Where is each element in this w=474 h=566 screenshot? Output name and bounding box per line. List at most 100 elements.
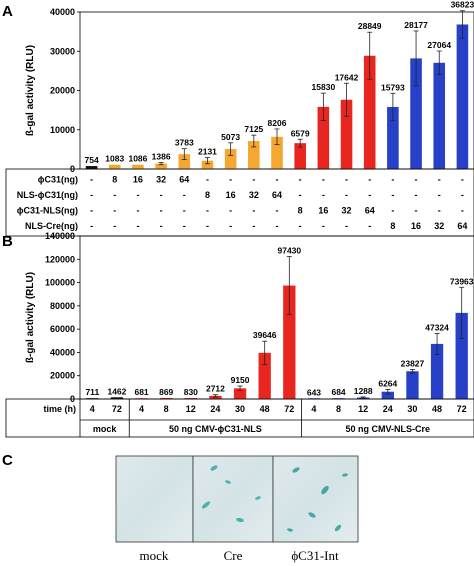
- chart-b-value-label: 73963: [450, 276, 474, 286]
- chart-b-bar: [283, 285, 296, 399]
- chart-a-bar: [248, 141, 260, 169]
- chart-a-table-cell: -: [391, 175, 394, 185]
- chart-a-table-cell: 32: [156, 175, 166, 185]
- chart-a-table-cell: 64: [179, 175, 189, 185]
- chart-b-bar: [233, 388, 247, 399]
- chart-a-value-label: 1386: [152, 151, 171, 161]
- chart-a-bar: [363, 55, 376, 170]
- chart-a-value-label: 8206: [268, 118, 287, 128]
- chart-a-table-cell: -: [113, 190, 116, 200]
- chart-a-table-cell: -: [276, 206, 279, 216]
- chart-a-table-cell: -: [461, 175, 464, 185]
- panel-c-label: C: [2, 452, 13, 469]
- chart-b-value-label: 830: [184, 387, 198, 397]
- chart-b-y-axis-label: ß-gal activity (RLU): [25, 272, 36, 363]
- chart-a-treatment-table: ϕC31(ng) - 8 16 32 64 - - - - - - - - - - - - NLS-ϕC31(ng)…: [5, 168, 474, 237]
- chart-a-table-cell: -: [183, 221, 186, 231]
- microscopy-panel: mock Cre ϕC31-Int: [115, 455, 359, 563]
- chart-b-bar: [86, 398, 99, 399]
- chart-a-table-cell: -: [252, 221, 255, 231]
- micrograph-label-cre: Cre: [224, 548, 243, 563]
- chart-b-value-label: 6264: [378, 378, 397, 388]
- chart-a-y-tick-label: 40000: [50, 7, 75, 17]
- chart-a-bar: [132, 164, 144, 169]
- chart-a-table-cell: -: [160, 206, 163, 216]
- chart-a-value-label: 17642: [335, 72, 359, 82]
- chart-a-bar: [317, 106, 330, 169]
- chart-b-y-tick-label: 140000: [45, 231, 75, 241]
- chart-b-group-label: 50 ng CMV-NLS-Cre: [346, 424, 431, 434]
- chart-a-table-cell: 8: [298, 206, 303, 216]
- chart-b-value-label: 869: [159, 387, 173, 397]
- chart-a-y-tick-label: 20000: [50, 86, 75, 96]
- chart-a-bar: [410, 58, 422, 169]
- chart-a-value-label: 7125: [244, 124, 263, 134]
- chart-a-bar: [108, 164, 121, 169]
- chart-a-bar: [433, 62, 446, 169]
- chart-a-table-cell: 64: [457, 221, 467, 231]
- chart-a-table-cell: -: [206, 206, 209, 216]
- chart-a-table-row-label: NLS-Cre(ng): [25, 221, 78, 231]
- chart-a-table-cell: -: [391, 206, 394, 216]
- chart-a-value-label: 27064: [427, 40, 451, 50]
- micrograph-mock: [115, 455, 194, 543]
- chart-a-table-row-label: ϕC31-NLS(ng): [17, 206, 78, 216]
- chart-a-table-cell: -: [183, 190, 186, 200]
- chart-a-table-cell: -: [90, 206, 93, 216]
- panel-b-label: B: [2, 233, 13, 250]
- chart-a-table-cell: -: [206, 221, 209, 231]
- chart-a-table-cell: 16: [133, 175, 143, 185]
- chart-b-time-cell: 48: [260, 404, 270, 414]
- chart-b-bar: [184, 398, 197, 399]
- chart-b-value-label: 711: [85, 387, 99, 397]
- chart-a-table-cell: -: [113, 206, 116, 216]
- chart-a-table-cell: -: [391, 190, 394, 200]
- chart-b-time-cell: 30: [407, 404, 417, 414]
- chart-a-y-axis-label: ß-gal activity (RLU): [25, 45, 36, 136]
- chart-a-table-cell: -: [345, 175, 348, 185]
- chart-a-value-label: 1083: [105, 154, 124, 164]
- chart-a-table-cell: -: [345, 221, 348, 231]
- chart-b-value-label: 1462: [107, 386, 126, 396]
- chart-a-table-cell: -: [276, 175, 279, 185]
- micrograph-cre: [192, 455, 274, 543]
- chart-a-bar: [155, 163, 167, 169]
- chart-a-bar: [271, 136, 283, 169]
- chart-a-table-cell: -: [322, 221, 325, 231]
- chart-a-value-label: 5073: [221, 132, 240, 142]
- chart-a-table-cell: -: [252, 175, 255, 185]
- chart-b-time-cell: 72: [284, 404, 294, 414]
- chart-a-value-label: 754: [84, 155, 98, 165]
- chart-a-table-cell: -: [368, 190, 371, 200]
- chart-a-value-label: 15793: [381, 82, 405, 92]
- chart-a-table-cell: -: [229, 175, 232, 185]
- chart-a-table-cell: -: [90, 221, 93, 231]
- chart-a-table-cell: -: [345, 190, 348, 200]
- chart-a-bar: [456, 24, 469, 169]
- chart-a-value-label: 28849: [358, 21, 382, 31]
- chart-b-time-table: time (h) 4 72 4 8 12 24 30 48 72 4 8 12 24 30 48 72mock…: [5, 398, 474, 438]
- chart-a-table-cell: 16: [411, 221, 421, 231]
- chart-a-table-cell: -: [136, 190, 139, 200]
- chart-b-y-tick-label: 60000: [50, 324, 75, 334]
- chart-a-y-tick-label: 10000: [50, 125, 75, 135]
- chart-b-time-cell: 12: [358, 404, 368, 414]
- chart-b-value-label: 681: [134, 387, 148, 397]
- chart-a-table-cell: -: [368, 175, 371, 185]
- chart-a-table-cell: -: [438, 190, 441, 200]
- chart-a-bar: [340, 99, 353, 169]
- chart-a-table-cell: -: [206, 175, 209, 185]
- chart-a-bar: [387, 107, 399, 169]
- chart-a-table-cell: -: [299, 221, 302, 231]
- chart-b-time-cell: 4: [311, 404, 316, 414]
- chart-a-bar: [178, 154, 191, 169]
- chart-a-table-cell: -: [136, 221, 139, 231]
- chart-a-table-cell: -: [229, 221, 232, 231]
- micrograph-phic31: [272, 455, 359, 543]
- micrograph-label-mock: mock: [140, 548, 169, 563]
- chart-a-bar: [224, 149, 237, 169]
- chart-b-y-tick-label: 120000: [45, 254, 75, 264]
- chart-b-time-cell: 48: [432, 404, 442, 414]
- chart-b-group-label: mock: [93, 424, 118, 434]
